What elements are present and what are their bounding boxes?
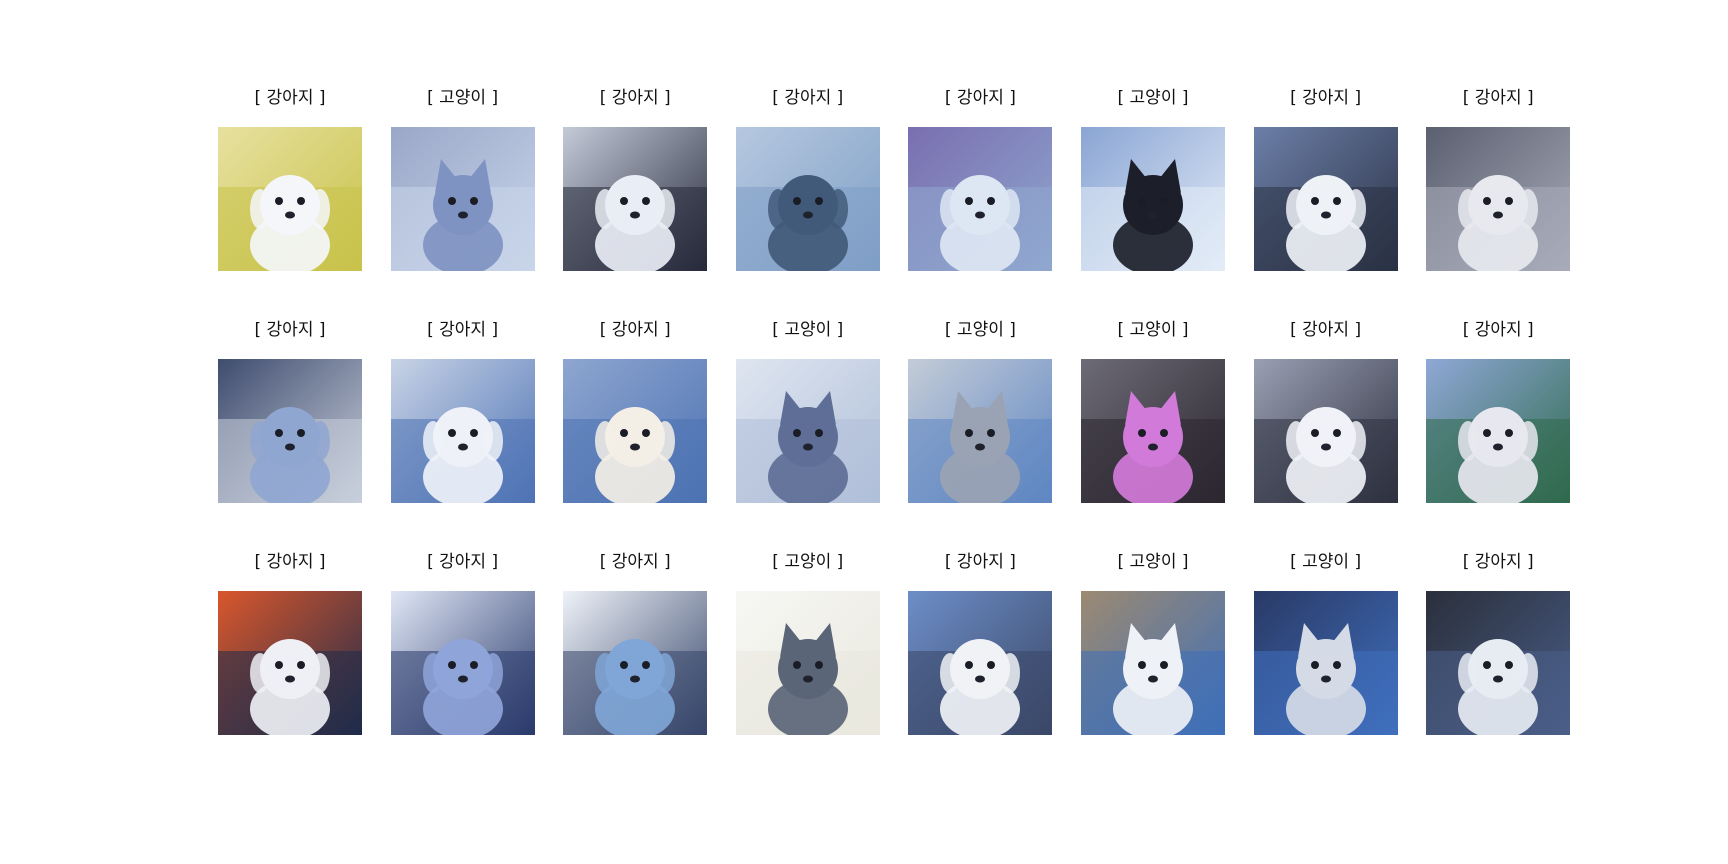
image-label: [ 강아지 ]	[1462, 88, 1534, 108]
dog-photo	[218, 359, 362, 503]
image-label: [ 고양이 ]	[772, 320, 844, 340]
image-label: [ 강아지 ]	[427, 552, 499, 572]
dog-photo	[1426, 127, 1571, 271]
image-label: [ 고양이 ]	[1290, 552, 1362, 572]
image-label: [ 고양이 ]	[1117, 88, 1189, 108]
image-label: [ 고양이 ]	[944, 320, 1016, 340]
cat-photo	[1253, 591, 1398, 735]
image-label: [ 강아지 ]	[254, 552, 326, 572]
cat-photo	[908, 359, 1053, 503]
dog-photo	[1426, 359, 1571, 503]
image-label: [ 고양이 ]	[772, 552, 844, 572]
image-label: [ 고양이 ]	[427, 88, 499, 108]
dog-photo	[908, 127, 1053, 271]
cat-photo	[1081, 359, 1225, 503]
image-label: [ 강아지 ]	[1462, 320, 1534, 340]
dog-photo	[563, 127, 708, 271]
dog-photo	[1426, 591, 1571, 735]
image-label: [ 강아지 ]	[944, 552, 1016, 572]
image-label: [ 강아지 ]	[427, 320, 499, 340]
image-label: [ 강아지 ]	[599, 552, 671, 572]
image-label: [ 고양이 ]	[1117, 320, 1189, 340]
dog-photo	[908, 591, 1053, 735]
dog-photo	[390, 591, 535, 735]
image-label: [ 강아지 ]	[254, 320, 326, 340]
cat-photo	[735, 591, 880, 735]
dog-photo	[563, 359, 708, 503]
dog-photo	[735, 127, 880, 271]
cat-photo	[735, 359, 880, 503]
image-label: [ 강아지 ]	[1462, 552, 1534, 572]
image-label: [ 강아지 ]	[1290, 320, 1362, 340]
image-label: [ 강아지 ]	[772, 88, 844, 108]
cat-photo	[390, 127, 535, 271]
image-label: [ 강아지 ]	[599, 88, 671, 108]
image-label: [ 강아지 ]	[944, 88, 1016, 108]
cat-photo	[1081, 591, 1225, 735]
image-label: [ 고양이 ]	[1117, 552, 1189, 572]
dog-photo	[1253, 359, 1398, 503]
image-label: [ 강아지 ]	[1290, 88, 1362, 108]
dog-photo	[218, 127, 362, 271]
dog-photo	[563, 591, 708, 735]
dog-photo	[390, 359, 535, 503]
image-label: [ 강아지 ]	[254, 88, 326, 108]
dog-photo	[218, 591, 362, 735]
dog-photo	[1253, 127, 1398, 271]
image-label: [ 강아지 ]	[599, 320, 671, 340]
cat-photo	[1081, 127, 1225, 271]
